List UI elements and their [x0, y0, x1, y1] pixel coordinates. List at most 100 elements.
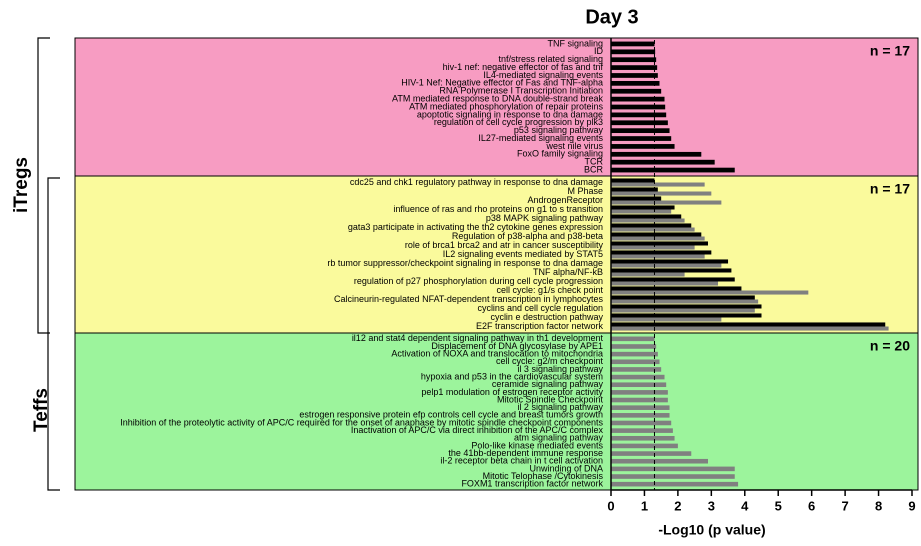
bar: [611, 41, 655, 47]
bar: [611, 178, 655, 183]
bar: [611, 474, 735, 479]
bar: [611, 313, 762, 318]
bar: [611, 458, 708, 464]
x-tick-label: 9: [908, 498, 915, 513]
category-label: the 41bb-dependent immune response: [448, 448, 603, 458]
bar: [611, 96, 665, 102]
bar: [611, 120, 668, 126]
category-label: il-2 receptor beta chain in t cell activ…: [440, 456, 603, 466]
bar: [611, 451, 692, 456]
category-label: cell cycle: g1/s check point: [496, 285, 603, 295]
bar: [611, 268, 732, 273]
bar: [611, 250, 712, 255]
bar: [611, 359, 660, 365]
category-label: TNF alpha/NF-kB: [533, 267, 603, 277]
bar: [611, 65, 658, 70]
bar: [611, 317, 722, 322]
bar: [611, 382, 667, 388]
bar: [611, 277, 735, 282]
x-tick-label: 1: [641, 498, 648, 513]
n-label: n = 20: [870, 338, 910, 354]
x-tick-label: 6: [808, 498, 815, 513]
category-label: atm signaling pathway: [514, 433, 604, 443]
category-label: p53 signaling pathway: [514, 125, 604, 135]
category-label: cyclins and cell cycle regulation: [477, 303, 603, 313]
bar: [611, 367, 662, 372]
category-label: west nile virus: [545, 141, 603, 151]
bar: [611, 299, 759, 304]
bar: [611, 272, 685, 277]
category-label: pelp1 modulation of estrogen receptor ac…: [421, 387, 603, 397]
bar: [611, 290, 809, 295]
bar: [611, 466, 735, 472]
category-label: FoxO family signaling: [517, 149, 603, 159]
bar: [611, 227, 695, 232]
bar: [611, 200, 722, 205]
bar: [611, 259, 729, 264]
bar: [611, 245, 695, 250]
category-label: Displacement of DNA glycosylase by APE1: [431, 341, 603, 351]
bar: [611, 104, 666, 110]
category-label: regulation of cell cycle progression by …: [434, 117, 603, 127]
category-label: TNF signaling: [547, 38, 603, 48]
bar: [611, 281, 719, 286]
category-label: HIV-1 Nef: Negative effector of Fas and …: [401, 78, 603, 88]
bar: [611, 241, 708, 246]
category-label: Regulation of p38-alpha and p38-beta: [452, 231, 603, 241]
bar: [611, 443, 678, 449]
x-tick-label: 8: [875, 498, 882, 513]
category-label: p38 MAPK signaling pathway: [486, 213, 604, 223]
bar: [611, 390, 668, 395]
category-label: Inhibition of the proteolytic activity o…: [120, 417, 603, 427]
category-label: cell cycle: g2/m checkpoint: [496, 356, 604, 366]
panel: [74, 332, 919, 491]
bar: [611, 326, 889, 331]
bar: [611, 136, 672, 141]
category-label: ATM mediated response to DNA double-stra…: [392, 93, 603, 103]
bar: [611, 151, 702, 157]
category-label: E2F transcription factor network: [476, 321, 604, 331]
bar: [611, 263, 722, 268]
bar: [611, 435, 675, 441]
category-label: ceramide signaling pathway: [492, 379, 604, 389]
panel: [74, 37, 919, 177]
x-tick-label: 5: [775, 498, 782, 513]
category-label: IL27-mediated signaling events: [478, 133, 603, 143]
group-label: Teffs: [31, 388, 52, 432]
bar: [611, 286, 742, 291]
category-label: M Phase: [567, 186, 603, 196]
bar: [611, 336, 655, 342]
bar: [611, 413, 670, 418]
x-axis-title: -Log10 (p value): [658, 522, 765, 538]
category-label: il 3 signaling pathway: [517, 364, 603, 374]
category-label: Inactivation of APC/C via direct inhibit…: [351, 425, 604, 435]
category-label: hypoxia and p53 in the cardiovascular sy…: [421, 371, 603, 381]
bar: [611, 236, 705, 241]
bar: [611, 159, 715, 165]
category-label: apoptotic signaling in response to dna d…: [417, 109, 603, 119]
bar: [611, 428, 673, 433]
bar: [611, 191, 712, 196]
category-label: regulation of p27 phosphorylation during…: [354, 276, 603, 286]
x-tick-label: 7: [841, 498, 848, 513]
bar: [611, 295, 755, 300]
bar: [611, 481, 739, 487]
category-label: role of brca1 brca2 and atr in cancer su…: [405, 240, 604, 250]
category-label: AndrogenReceptor: [527, 195, 603, 205]
x-tick-label: 2: [674, 498, 681, 513]
category-label: gata3 participate in activating the th2 …: [348, 222, 603, 232]
group-bracket: [47, 177, 60, 491]
x-tick-label: 4: [741, 498, 749, 513]
bar: [611, 88, 662, 94]
bar: [611, 187, 658, 192]
bar: [611, 209, 672, 214]
category-label: ID: [594, 46, 604, 56]
category-label: FOXM1 transcription factor network: [461, 479, 603, 489]
category-label: Mitotic Spindle Checkpoint: [497, 394, 604, 404]
category-label: hiv-1 nef: negative effector of fas and …: [443, 62, 604, 72]
bar: [611, 214, 682, 219]
category-label: IL2 signaling events mediated by STAT5: [443, 249, 603, 259]
x-tick-label: 3: [708, 498, 715, 513]
category-label: Unwinding of DNA: [529, 463, 603, 473]
